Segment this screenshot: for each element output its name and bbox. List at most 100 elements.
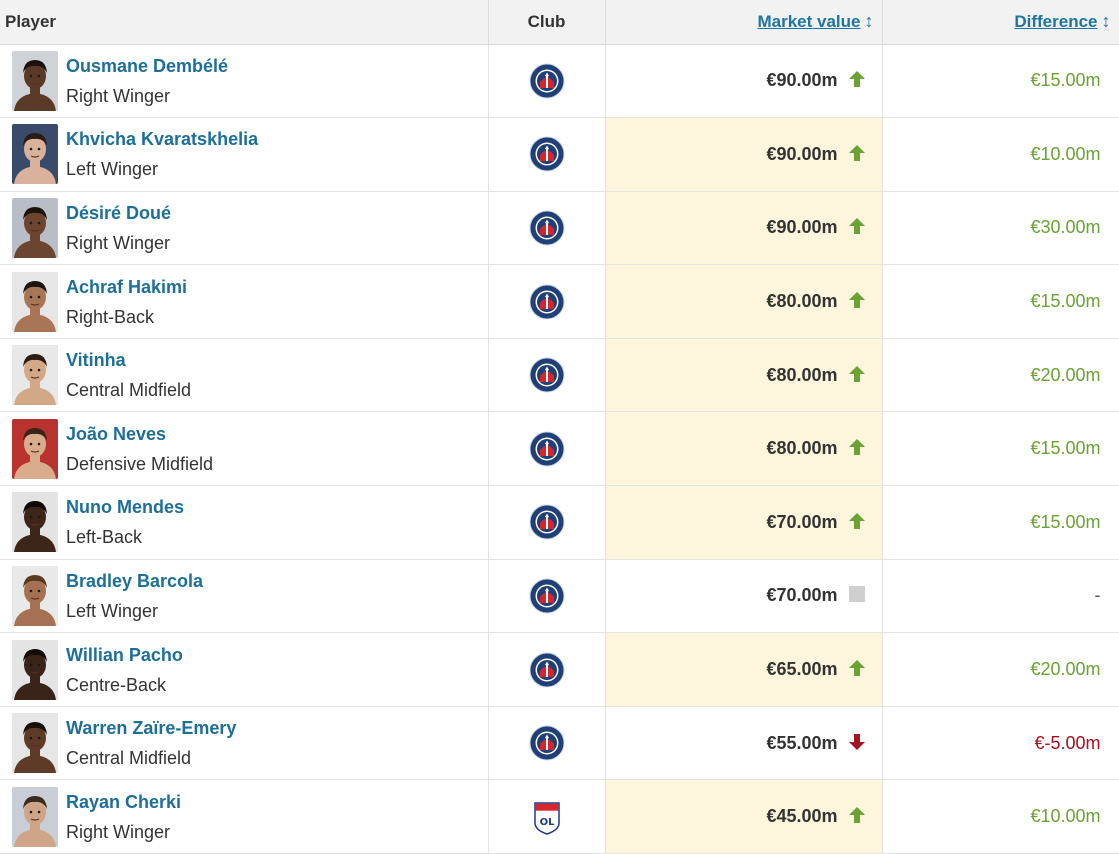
market-value-cell: €65.00m — [605, 632, 883, 707]
player-info: Désiré Doué Right Winger — [66, 202, 171, 254]
market-value-cell: €45.00m — [605, 779, 883, 854]
player-info: Achraf Hakimi Right-Back — [66, 276, 187, 328]
player-avatar[interactable] — [12, 124, 58, 185]
difference-cell: €20.00m — [882, 338, 1119, 413]
player-position: Left Winger — [66, 159, 159, 180]
player-cell-content: Désiré Doué Right Winger — [0, 197, 488, 258]
sort-difference-link[interactable]: Difference — [1014, 12, 1098, 32]
player-name-link[interactable]: Bradley Barcola — [66, 570, 204, 591]
psg-crest-icon[interactable] — [529, 284, 565, 320]
player-position: Left Winger — [66, 600, 159, 621]
player-position: Right Winger — [66, 85, 171, 106]
player-name-link[interactable]: João Neves — [66, 423, 167, 444]
difference-value: €15.00m — [1030, 291, 1101, 312]
psg-crest-icon[interactable] — [529, 136, 565, 172]
player-avatar[interactable] — [12, 639, 58, 700]
market-value: €80.00m — [766, 364, 838, 385]
player-info: Ousmane Dembélé Right Winger — [66, 55, 228, 107]
psg-crest-icon[interactable] — [529, 63, 565, 99]
difference-value: €15.00m — [1030, 438, 1101, 459]
header-market-value[interactable]: Market value ↕ — [605, 0, 883, 45]
player-cell: Khvicha Kvaratskhelia Left Winger — [0, 117, 489, 192]
difference-value: €30.00m — [1030, 217, 1101, 238]
psg-crest-icon[interactable] — [529, 578, 565, 614]
psg-crest-icon[interactable] — [529, 504, 565, 540]
arrow-up-icon — [838, 438, 866, 458]
club-cell: OL — [488, 779, 606, 854]
player-info: Nuno Mendes Left-Back — [66, 496, 184, 548]
table-row: Achraf Hakimi Right-Back €80.00m €15.00m — [0, 264, 1119, 339]
club-cell — [488, 264, 606, 339]
market-value-cell: €80.00m — [605, 411, 883, 487]
club-cell — [488, 117, 606, 192]
arrow-up-icon — [838, 217, 866, 237]
player-name-link[interactable]: Ousmane Dembélé — [66, 55, 229, 76]
player-cell: Vitinha Central Midfield — [0, 338, 489, 413]
sort-arrows-icon[interactable]: ↕ — [864, 11, 874, 32]
header-difference[interactable]: Difference ↕ — [882, 0, 1119, 45]
difference-cell: €15.00m — [882, 264, 1119, 339]
market-value: €65.00m — [766, 659, 838, 680]
psg-crest-icon[interactable] — [529, 652, 565, 688]
psg-crest-icon[interactable] — [529, 431, 565, 467]
player-avatar[interactable] — [12, 345, 58, 406]
player-avatar[interactable] — [12, 713, 58, 774]
player-info: João Neves Defensive Midfield — [66, 423, 213, 475]
player-avatar[interactable] — [12, 492, 58, 553]
psg-crest-icon[interactable] — [529, 210, 565, 246]
player-avatar[interactable] — [12, 271, 58, 332]
player-avatar[interactable] — [12, 786, 58, 847]
market-value-cell: €55.00m — [605, 706, 883, 781]
ol-crest-icon[interactable]: OL — [529, 799, 565, 835]
market-value-cell: €90.00m — [605, 117, 883, 192]
club-cell — [488, 559, 606, 634]
sort-arrows-icon[interactable]: ↕ — [1101, 11, 1111, 32]
market-value: €55.00m — [766, 732, 838, 753]
table-row: Warren Zaïre-Emery Central Midfield €55.00… — [0, 706, 1119, 781]
club-cell — [488, 632, 606, 707]
player-name-link[interactable]: Khvicha Kvaratskhelia — [66, 129, 259, 150]
player-info: Rayan Cherki Right Winger — [66, 791, 181, 843]
player-cell-content: Khvicha Kvaratskhelia Left Winger — [0, 124, 488, 185]
club-cell — [488, 44, 606, 119]
player-avatar[interactable] — [12, 50, 58, 111]
difference-cell: €15.00m — [882, 411, 1119, 487]
player-position: Right-Back — [66, 306, 155, 327]
table-row: João Neves Defensive Midfield €80.00m €15.0… — [0, 411, 1119, 487]
player-name-link[interactable]: Vitinha — [66, 350, 126, 371]
player-avatar[interactable] — [12, 418, 58, 479]
no-change-icon — [838, 585, 866, 605]
player-name-link[interactable]: Willian Pacho — [66, 644, 183, 665]
player-cell: João Neves Defensive Midfield — [0, 411, 489, 487]
header-club: Club — [488, 0, 606, 45]
player-name-link[interactable]: Achraf Hakimi — [66, 276, 188, 297]
player-name-link[interactable]: Rayan Cherki — [66, 791, 182, 812]
player-cell-content: Bradley Barcola Left Winger — [0, 565, 488, 626]
table-header: Player Club Market value ↕ Difference ↕ — [0, 0, 1119, 45]
player-name-link[interactable]: Nuno Mendes — [66, 497, 185, 518]
psg-crest-icon[interactable] — [529, 725, 565, 761]
header-player: Player — [0, 0, 489, 45]
player-avatar[interactable] — [12, 565, 58, 626]
difference-cell: €15.00m — [882, 44, 1119, 119]
player-info: Bradley Barcola Left Winger — [66, 570, 203, 622]
difference-value: €15.00m — [1030, 511, 1101, 532]
arrow-up-icon — [838, 659, 866, 679]
player-cell-content: Nuno Mendes Left-Back — [0, 492, 488, 553]
player-cell-content: Vitinha Central Midfield — [0, 345, 488, 406]
market-value: €90.00m — [766, 70, 838, 91]
player-cell: Désiré Doué Right Winger — [0, 191, 489, 266]
difference-cell: €10.00m — [882, 117, 1119, 192]
player-name-link[interactable]: Désiré Doué — [66, 202, 172, 223]
difference-value: €10.00m — [1030, 806, 1101, 827]
arrow-up-icon — [838, 806, 866, 826]
sort-market-value-link[interactable]: Market value — [757, 12, 861, 32]
player-cell-content: Achraf Hakimi Right-Back — [0, 271, 488, 332]
psg-crest-icon[interactable] — [529, 357, 565, 393]
table-body: Ousmane Dembélé Right Winger €90.00m €15.00… — [0, 44, 1119, 854]
market-value: €70.00m — [766, 585, 838, 606]
player-name-link[interactable]: Warren Zaïre-Emery — [66, 718, 237, 739]
player-info: Khvicha Kvaratskhelia Left Winger — [66, 128, 258, 180]
player-avatar[interactable] — [12, 197, 58, 258]
